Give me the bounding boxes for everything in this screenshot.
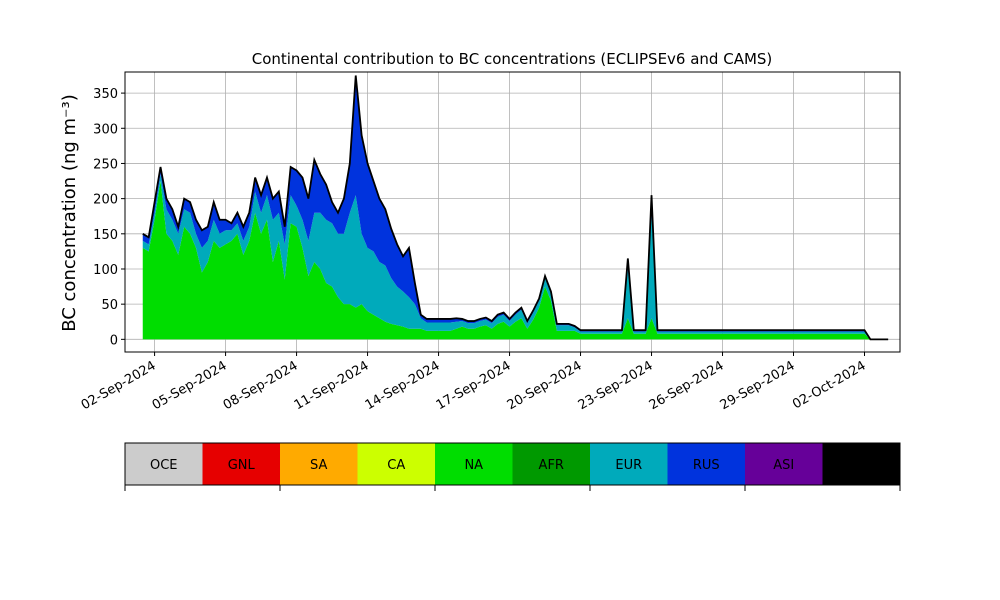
legend-swatch-afr	[512, 443, 590, 485]
legend-swatch-ca	[357, 443, 435, 485]
y-tick-label: 350	[93, 87, 118, 102]
legend-swatch-oce	[125, 443, 203, 485]
legend-label: RUS	[693, 458, 720, 473]
legend-swatch-aus	[822, 443, 900, 485]
legend-label: SA	[310, 458, 327, 473]
y-tick-label: 100	[93, 263, 118, 278]
y-tick-label: 300	[93, 122, 118, 137]
legend-label: AUS	[848, 458, 875, 473]
y-axis-label: BC concentration (ng m⁻³)	[59, 94, 80, 332]
y-tick-label: 0	[110, 333, 118, 348]
legend-label: OCE	[150, 458, 178, 473]
y-tick-label: 200	[93, 193, 118, 208]
area-na	[142, 181, 889, 340]
chart-title: Continental contribution to BC concentra…	[252, 50, 773, 68]
legend-label: GNL	[228, 458, 256, 473]
y-tick-label: 50	[101, 298, 118, 313]
legend-frame	[124, 442, 901, 486]
legend-label: NA	[464, 458, 483, 473]
y-tick-label: 250	[93, 157, 118, 172]
legend-label: AFR	[539, 458, 564, 473]
legend-swatch-rus	[667, 443, 745, 485]
plot-frame	[124, 71, 901, 353]
stacked-areas	[142, 75, 889, 341]
legend-label: CA	[387, 458, 405, 473]
y-ticks: 0 50 100 150 200 250 300 350	[93, 87, 125, 348]
legend-swatch-na	[435, 443, 513, 485]
axes	[124, 71, 901, 353]
legend-label: ASI	[773, 458, 794, 473]
legend-swatch-eur	[590, 443, 668, 485]
legend-swatch-asi	[745, 443, 823, 485]
total-line	[142, 75, 889, 341]
legend-swatch-sa	[280, 443, 358, 485]
legend-label: EUR	[615, 458, 642, 473]
legend-colorbar: OCE GNL SA CA NA AFR EUR RUS ASI AUS	[124, 442, 901, 491]
y-tick-label: 150	[93, 228, 118, 243]
legend-swatch-gnl	[202, 443, 280, 485]
